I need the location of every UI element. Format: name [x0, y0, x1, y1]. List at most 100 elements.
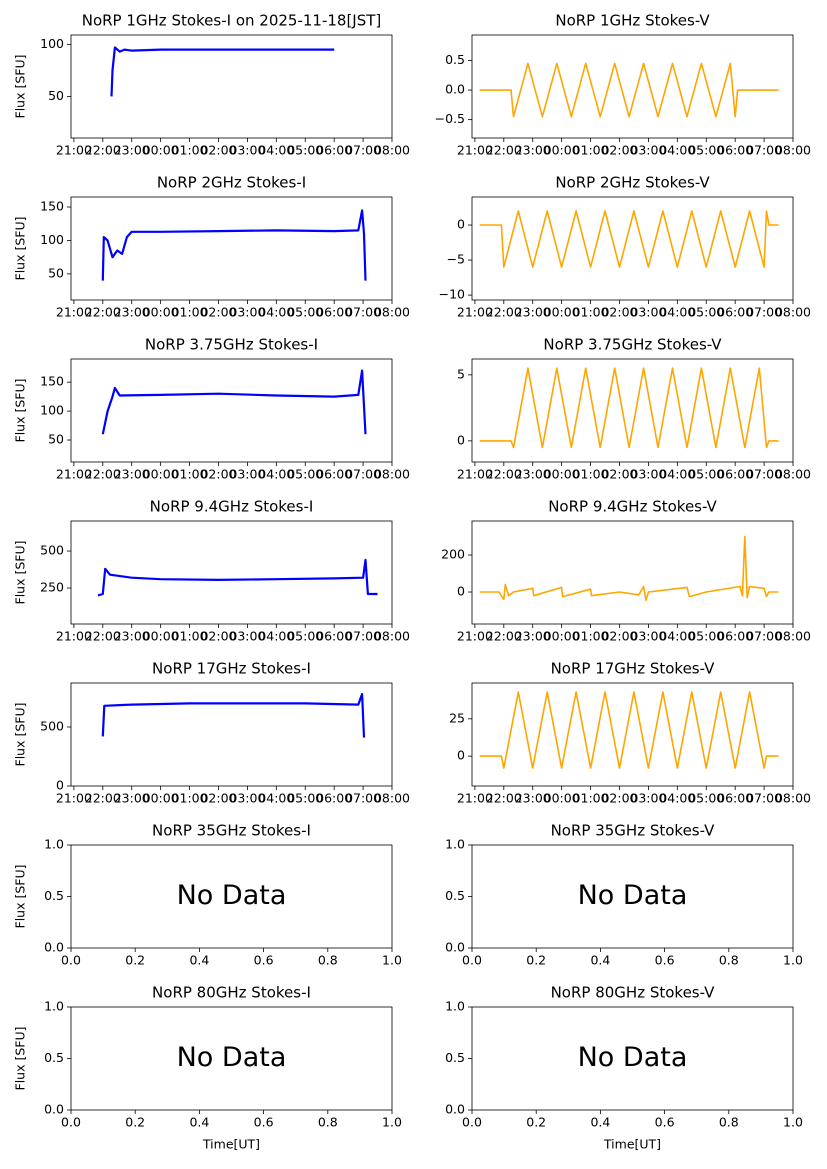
plot-frame [70, 196, 393, 301]
x-tick-label: 04:00 [659, 143, 695, 158]
y-tick-label: 100 [40, 403, 64, 418]
x-tick-label: 06:00 [717, 629, 753, 644]
y-tick-label: 1.0 [445, 999, 465, 1014]
x-tick-label: 1.0 [382, 953, 402, 968]
x-tick-label: 22:00 [85, 143, 121, 158]
x-tick-label: 02:00 [601, 305, 637, 320]
x-tick-label: 00:00 [143, 629, 179, 644]
x-tick-label: 00:00 [544, 629, 580, 644]
x-tick-label: 01:00 [573, 305, 609, 320]
x-tick-label: 06:00 [717, 791, 753, 806]
x-tick-label: 06:00 [316, 629, 352, 644]
x-tick-label: 03:00 [229, 143, 265, 158]
x-tick-label: 05:00 [287, 143, 323, 158]
x-tick-label: 03:00 [229, 467, 265, 482]
x-tick-label: 23:00 [114, 791, 150, 806]
y-tick-label: 0.0 [445, 1102, 465, 1117]
x-tick-label: 23:00 [515, 143, 551, 158]
x-tick-label: 0.6 [655, 953, 675, 968]
y-tick-label: 200 [441, 547, 465, 562]
y-tick-label: −10 [439, 287, 465, 302]
x-tick-label: 00:00 [544, 791, 580, 806]
x-tick-label: 04:00 [659, 629, 695, 644]
y-tick-label: 50 [48, 265, 64, 280]
x-tick-label: 1.0 [783, 953, 803, 968]
x-tick-label: 03:00 [630, 791, 666, 806]
x-tick-label: 0.6 [254, 953, 274, 968]
series-line [101, 692, 366, 738]
chart-title: NoRP 9.4GHz Stokes-I [150, 498, 314, 516]
y-tick-label: 50 [48, 88, 64, 103]
x-tick-label: 01:00 [573, 467, 609, 482]
x-tick-label: 02:00 [601, 629, 637, 644]
y-axis-label: Flux [SFU] [13, 703, 28, 767]
x-tick-label: 22:00 [85, 629, 121, 644]
x-tick-label: 01:00 [573, 143, 609, 158]
y-tick-label: 500 [40, 719, 64, 734]
x-tick-label: 01:00 [573, 629, 609, 644]
y-tick-label: 1.0 [445, 837, 465, 852]
x-tick-label: 07:00 [345, 629, 381, 644]
x-tick-label: 06:00 [316, 791, 352, 806]
series-line [479, 535, 779, 602]
y-tick-label: 0 [457, 748, 465, 763]
x-tick-label: 22:00 [85, 791, 121, 806]
x-tick-label: 0.6 [655, 1115, 675, 1130]
plot-frame [471, 196, 794, 301]
series-line [101, 209, 367, 281]
x-tick-label: 07:00 [746, 467, 782, 482]
x-tick-label: 04:00 [659, 305, 695, 320]
y-tick-label: 25 [449, 710, 465, 725]
x-tick-label: 07:00 [746, 791, 782, 806]
plot-frame [70, 358, 393, 463]
x-tick-label: 05:00 [287, 629, 323, 644]
x-tick-label: 06:00 [717, 467, 753, 482]
x-tick-label: 21:00 [457, 467, 493, 482]
x-tick-label: 00:00 [544, 467, 580, 482]
x-axis-label: Time[UT] [603, 1137, 661, 1152]
y-tick-label: 250 [40, 580, 64, 595]
x-tick-label: 07:00 [345, 143, 381, 158]
x-tick-label: 23:00 [114, 467, 150, 482]
x-tick-label: 08:00 [374, 629, 410, 644]
y-tick-label: 0.5 [445, 888, 465, 903]
y-tick-label: 1.0 [44, 837, 64, 852]
y-tick-label: 0 [56, 778, 64, 793]
x-tick-label: 0.4 [590, 1115, 610, 1130]
x-tick-label: 1.0 [783, 1115, 803, 1130]
y-tick-label: 0.0 [445, 82, 465, 97]
x-tick-label: 07:00 [746, 143, 782, 158]
x-tick-label: 21:00 [457, 305, 493, 320]
series-line [479, 62, 779, 118]
plot-frame [471, 1006, 794, 1111]
plot-frame [471, 34, 794, 139]
x-tick-label: 21:00 [56, 143, 92, 158]
x-tick-label: 04:00 [258, 467, 294, 482]
x-axis-label: Time[UT] [202, 1137, 260, 1152]
x-tick-label: 22:00 [486, 143, 522, 158]
y-tick-label: 0 [457, 432, 465, 447]
y-tick-label: 0 [457, 584, 465, 599]
x-tick-label: 07:00 [345, 305, 381, 320]
y-tick-label: −5 [447, 252, 465, 267]
x-tick-label: 21:00 [56, 629, 92, 644]
x-tick-label: 02:00 [200, 305, 236, 320]
x-tick-label: 08:00 [374, 305, 410, 320]
x-tick-label: 00:00 [143, 143, 179, 158]
series-line [479, 367, 779, 449]
plot-frame [70, 34, 393, 139]
x-tick-label: 04:00 [258, 629, 294, 644]
x-tick-label: 02:00 [601, 791, 637, 806]
x-tick-label: 22:00 [486, 629, 522, 644]
x-tick-label: 0.6 [254, 1115, 274, 1130]
x-tick-label: 21:00 [457, 791, 493, 806]
x-tick-label: 00:00 [544, 305, 580, 320]
plot-frame [70, 1006, 393, 1111]
x-tick-label: 00:00 [143, 305, 179, 320]
x-tick-label: 06:00 [316, 305, 352, 320]
chart-title: NoRP 80GHz Stokes-I [152, 984, 311, 1002]
x-tick-label: 08:00 [775, 467, 811, 482]
no-data-annotation: No Data [177, 880, 287, 911]
